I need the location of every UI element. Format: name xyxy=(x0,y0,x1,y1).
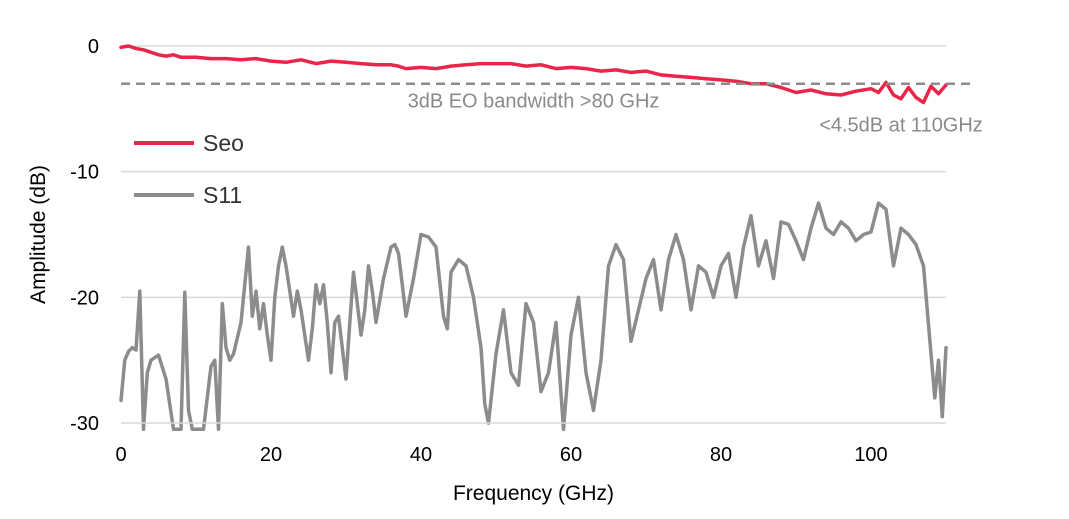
bandwidth-annotation: 3dB EO bandwidth >80 GHz xyxy=(408,91,660,113)
x-tick-label: 40 xyxy=(410,444,432,466)
series-line-seo xyxy=(119,44,948,105)
x-tick-label: 60 xyxy=(560,444,582,466)
x-tick-labels: 0 20 40 60 80 100 xyxy=(115,444,887,466)
x-tick-label: 80 xyxy=(710,444,732,466)
gridlines xyxy=(121,45,946,299)
y-tick-label: -30 xyxy=(70,413,99,435)
legend-label-seo: Seo xyxy=(203,130,244,156)
series-lines xyxy=(119,44,948,432)
y-tick-labels: 0 -10 -20 -30 xyxy=(70,36,99,435)
legend: Seo S11 xyxy=(134,130,244,208)
legend-label-s11: S11 xyxy=(203,182,242,208)
x-tick-label: 0 xyxy=(115,444,126,466)
y-tick-label: -20 xyxy=(70,287,99,309)
y-tick-label: -10 xyxy=(70,162,99,184)
x-tick-label: 20 xyxy=(260,444,282,466)
x-axis-title: Frequency (GHz) xyxy=(453,482,614,505)
y-tick-label: 0 xyxy=(88,36,99,58)
y-axis-title: Amplitude (dB) xyxy=(27,165,50,304)
x-tick-label: 100 xyxy=(854,444,887,466)
series-line-s11 xyxy=(119,201,948,432)
loss-annotation: <4.5dB at 110GHz xyxy=(819,114,983,136)
